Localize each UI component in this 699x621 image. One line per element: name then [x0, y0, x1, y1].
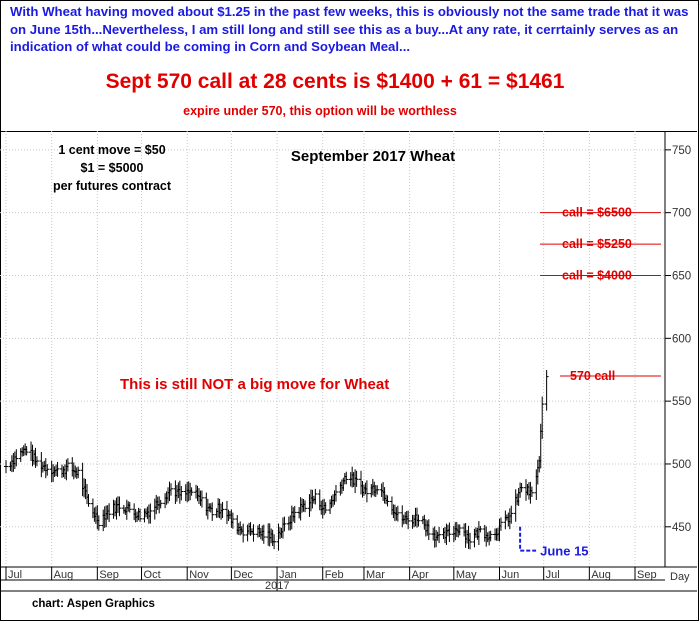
- level-call-6500-label: call = $6500: [562, 206, 632, 220]
- header-note: With Wheat having moved about $1.25 in t…: [10, 4, 689, 54]
- price-chart: 450 500 550 600 650 700 750 Jul Aug Sep Oct Nov Dec…: [0, 131, 697, 592]
- y-tick-label-450: 450: [672, 522, 691, 534]
- x-tick-label-jul-12: Jul: [546, 569, 560, 581]
- x-tick-label-feb-7: Feb: [325, 569, 344, 581]
- call-levels: 570 call call = $4000 call = $5250 call = $…: [540, 206, 661, 383]
- y-tick-label-750: 750: [672, 145, 691, 157]
- x-tick-label-sep-2: Sep: [99, 569, 119, 581]
- x-axis: Jul Aug Sep Oct Nov Dec Jan Feb Mar Apr May Jun Jul A…: [5, 567, 657, 591]
- level-call-4000-label: call = $4000: [562, 268, 632, 282]
- x-tick-label-mar-8: Mar: [366, 569, 385, 581]
- y-tick-label-700: 700: [672, 208, 691, 220]
- y-axis: 450 500 550 600 650 700 750: [665, 145, 691, 534]
- x-tick-label-jun-11: Jun: [501, 569, 519, 581]
- note-dollar-move: $1 = $5000: [81, 161, 144, 175]
- x-tick-label-nov-4: Nov: [189, 569, 209, 581]
- subline: expire under 570, this option will be wo…: [183, 104, 457, 118]
- y-tick-label-550: 550: [672, 396, 691, 408]
- x-tick-label-oct-3: Oct: [144, 569, 161, 581]
- year-label: 2017: [265, 580, 289, 592]
- y-tick-label-650: 650: [672, 270, 691, 282]
- price-bars: [4, 370, 549, 551]
- grid: [0, 131, 665, 567]
- x-tick-label-dec-5: Dec: [233, 569, 253, 581]
- x-tick-label-aug-1: Aug: [54, 569, 74, 581]
- x-tick-label-may-10: May: [456, 569, 477, 581]
- x-tick-label-jul-0: Jul: [8, 569, 22, 581]
- x-tick-label-jan-6: Jan: [279, 569, 297, 581]
- note-cent-move: 1 cent move = $50: [58, 143, 165, 157]
- header-rule: [0, 131, 697, 132]
- headline: Sept 570 call at 28 cents is $1400 + 61 …: [105, 70, 565, 93]
- x-tick-label-sep-14: Sep: [637, 569, 657, 581]
- y-tick-label-600: 600: [672, 333, 691, 345]
- level-570-call-label: 570 call: [570, 369, 615, 383]
- note-per-contract: per futures contract: [53, 179, 172, 193]
- y-tick-label-500: 500: [672, 459, 691, 471]
- annotation-june-15: June 15: [540, 544, 588, 559]
- chart-title: September 2017 Wheat: [291, 148, 455, 165]
- june-15-pointer: [519, 526, 537, 552]
- x-tick-label-apr-9: Apr: [412, 569, 429, 581]
- chart-credit: chart: Aspen Graphics: [32, 598, 155, 610]
- x-tick-label-aug-13: Aug: [591, 569, 611, 581]
- level-call-5250-label: call = $5250: [562, 237, 632, 251]
- annotation-not-big-move: This is still NOT a big move for Wheat: [120, 376, 389, 393]
- x-axis-unit-label: Day: [670, 571, 690, 583]
